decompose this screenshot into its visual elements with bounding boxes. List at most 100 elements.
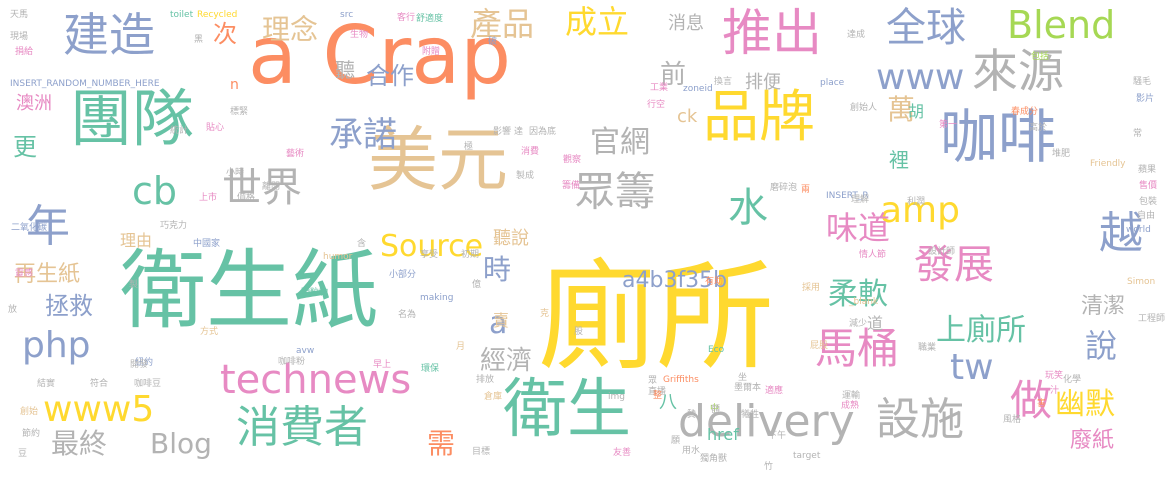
cloud-word: 清潔	[1081, 294, 1126, 319]
cloud-word: 克	[540, 309, 550, 319]
cloud-word: 採用	[802, 283, 821, 293]
cloud-word: _blank	[849, 297, 879, 307]
cloud-word: a	[489, 306, 508, 341]
cloud-word: Friendly	[1090, 159, 1126, 169]
cloud-word: 全球	[886, 5, 966, 51]
cloud-word: n	[230, 77, 239, 93]
cloud-word: 籌備	[562, 181, 581, 191]
cloud-word: 推出	[722, 4, 822, 62]
cloud-word: 結實	[37, 379, 56, 389]
cloud-word: 倉庫	[484, 392, 503, 402]
cloud-word: php	[22, 325, 91, 366]
cloud-word: 發展	[914, 242, 994, 288]
cloud-word: 第一	[939, 120, 958, 130]
cloud-word: 直播	[648, 387, 667, 397]
cloud-word: www	[876, 57, 965, 98]
cloud-word: 澳洲	[16, 93, 52, 114]
cloud-word: making	[420, 293, 454, 303]
cloud-word: 顆粒物	[301, 288, 329, 298]
cloud-word: 幽默	[1055, 387, 1115, 422]
cloud-word: 越	[1099, 208, 1143, 259]
cloud-word: 放	[8, 305, 18, 315]
cloud-word: 汁	[1050, 386, 1060, 396]
cloud-word: 團隊	[70, 82, 195, 155]
cloud-word: 初期	[461, 250, 480, 260]
cloud-word: 影響	[493, 127, 512, 137]
cloud-word: 春成分	[1011, 107, 1039, 117]
cloud-word: 下午	[768, 431, 787, 441]
cloud-word: 聽	[335, 58, 355, 82]
cloud-word: 再生紙	[14, 262, 81, 287]
cloud-word: 現場	[10, 32, 29, 42]
cloud-word: 兩	[801, 185, 811, 195]
cloud-word: 節約	[22, 429, 41, 439]
cloud-word: 小時	[226, 168, 245, 178]
cloud-word: img	[608, 392, 625, 402]
cloud-word: 利潤	[907, 197, 926, 207]
cloud-word: 消費者	[236, 402, 368, 453]
cloud-word: 排便	[745, 72, 781, 93]
cloud-word: 做	[1010, 376, 1053, 425]
cloud-word: 符合	[90, 379, 109, 389]
cloud-word: 騷毛	[1133, 77, 1152, 87]
cloud-word: 咖啡豆	[134, 379, 162, 389]
cloud-word: 製	[129, 280, 139, 290]
cloud-word: 建造	[63, 8, 155, 62]
cloud-word: 貼心	[206, 123, 225, 133]
cloud-word: 萬	[887, 93, 916, 126]
cloud-word: Blend	[1007, 3, 1116, 47]
cloud-word: 換言	[714, 77, 733, 87]
cloud-word: 創始人	[850, 103, 878, 113]
cloud-word: 害	[1037, 399, 1047, 409]
cloud-word: 標緊	[230, 107, 249, 117]
cloud-word: 世界	[222, 165, 302, 211]
cloud-word: 來源	[972, 44, 1064, 98]
cloud-word: 離開	[262, 182, 281, 192]
cloud-word: Simon	[1127, 277, 1156, 287]
cloud-word: 觀察	[563, 155, 582, 165]
cloud-word: 道	[867, 314, 884, 333]
cloud-word: 產品	[470, 5, 535, 43]
cloud-word: zoneid	[683, 84, 713, 94]
cloud-word: 影片	[1136, 94, 1155, 104]
cloud-word: 咖啡粉	[278, 357, 306, 367]
cloud-word: cb	[132, 169, 178, 213]
cloud-word: href	[707, 425, 739, 444]
cloud-word: 早上	[373, 360, 392, 370]
cloud-word: place	[820, 78, 845, 88]
cloud-word: 方式	[200, 327, 219, 337]
cloud-word: 售價	[1139, 181, 1158, 191]
cloud-word: 整	[653, 391, 663, 401]
cloud-word: 理念	[262, 13, 319, 46]
cloud-word: delivery	[678, 396, 855, 447]
cloud-word: 自由	[1137, 211, 1156, 221]
cloud-word: 極	[464, 142, 474, 152]
cloud-word: 運輸	[842, 391, 861, 401]
cloud-word: Recycled	[197, 10, 238, 20]
cloud-word: 磨碎泡	[770, 183, 798, 193]
cloud-word: 職業	[918, 343, 937, 353]
cloud-word: 水	[728, 185, 768, 231]
cloud-word: 拯救	[45, 292, 93, 320]
cloud-word: 胡	[908, 102, 925, 121]
cloud-word: 藝術	[286, 149, 305, 159]
cloud-word: 味道	[826, 209, 891, 247]
cloud-word: 捐給	[15, 47, 34, 57]
cloud-word: Blog	[150, 427, 212, 460]
cloud-word: target	[793, 451, 821, 461]
cloud-word: INSERT_R	[826, 191, 869, 201]
cloud-word: 達成	[847, 30, 866, 40]
cloud-word: 聽說	[493, 228, 529, 249]
cloud-word: 含	[357, 239, 367, 249]
cloud-word: 眾	[648, 376, 658, 386]
cloud-word: world	[1126, 225, 1151, 235]
cloud-word: 犧牲	[741, 410, 760, 420]
cloud-word: 眾籌	[575, 169, 655, 215]
cloud-word: 理解	[851, 195, 870, 205]
cloud-word: 行空	[647, 100, 666, 110]
cloud-word: 名為	[398, 310, 417, 320]
cloud-word: 額	[711, 405, 721, 415]
cloud-word: technews	[220, 357, 412, 403]
cloud-word: 願	[671, 436, 681, 446]
cloud-word: 開發	[130, 360, 149, 370]
